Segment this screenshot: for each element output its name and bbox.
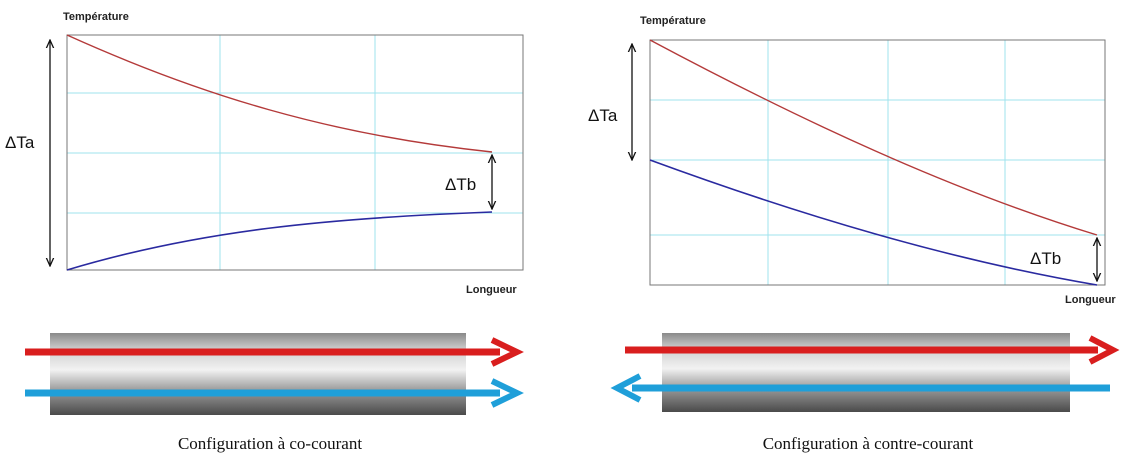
pipe xyxy=(50,333,466,415)
caption: Configuration à contre-courant xyxy=(763,434,974,453)
delta-b: ΔTb xyxy=(445,175,476,194)
panel-co: Température Longueur ΔTa ΔTb Configurati… xyxy=(5,11,523,453)
panel-contre: Température Longueur ΔTa ΔTb Configurati… xyxy=(588,15,1116,453)
x-axis-label: Longueur xyxy=(1065,294,1116,306)
y-axis-label: Température xyxy=(63,11,129,23)
hot-curve xyxy=(650,40,1097,235)
pipe xyxy=(662,333,1070,412)
delta-b: ΔTb xyxy=(1030,249,1061,268)
caption: Configuration à co-courant xyxy=(178,434,362,453)
delta-a: ΔTa xyxy=(588,106,618,125)
grid xyxy=(67,35,523,270)
delta-a: ΔTa xyxy=(5,133,35,152)
x-axis-label: Longueur xyxy=(466,284,517,296)
y-axis-label: Température xyxy=(640,15,706,27)
cold-curve xyxy=(67,212,492,270)
figure: Température Longueur ΔTa ΔTb Configurati… xyxy=(0,0,1143,461)
